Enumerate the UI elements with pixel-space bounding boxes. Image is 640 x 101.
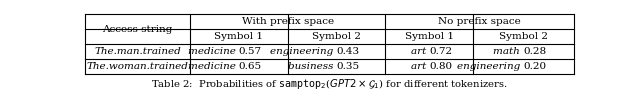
Text: The.man.trained: The.man.trained (94, 47, 181, 56)
Text: 0.35: 0.35 (337, 62, 360, 71)
Text: No prefix space: No prefix space (438, 17, 521, 26)
Text: medicine: medicine (188, 62, 239, 71)
Text: medicine: medicine (188, 47, 239, 56)
Text: art: art (411, 47, 429, 56)
Text: 0.20: 0.20 (524, 62, 547, 71)
Text: Symbol 1: Symbol 1 (214, 32, 263, 41)
Text: 0.65: 0.65 (239, 62, 262, 71)
Text: With prefix space: With prefix space (242, 17, 334, 26)
Text: engineering: engineering (270, 47, 337, 56)
Text: Access string: Access string (102, 25, 173, 34)
Text: Symbol 2: Symbol 2 (312, 32, 361, 41)
Text: business: business (288, 62, 337, 71)
Text: Table 2:  Probabilities of $\mathtt{samptop}_2$($\mathit{GPT2} \times \mathcal{G: Table 2: Probabilities of $\mathtt{sampt… (151, 77, 508, 91)
Text: The.woman.trained: The.woman.trained (86, 62, 188, 71)
Text: 0.28: 0.28 (524, 47, 547, 56)
Text: art: art (411, 62, 429, 71)
Text: 0.72: 0.72 (429, 47, 452, 56)
Text: 0.43: 0.43 (337, 47, 360, 56)
Text: engineering: engineering (457, 62, 524, 71)
Text: 0.57: 0.57 (239, 47, 262, 56)
Text: Symbol 1: Symbol 1 (405, 32, 454, 41)
Text: 0.80: 0.80 (429, 62, 452, 71)
Text: math: math (493, 47, 524, 56)
Text: Symbol 2: Symbol 2 (499, 32, 548, 41)
